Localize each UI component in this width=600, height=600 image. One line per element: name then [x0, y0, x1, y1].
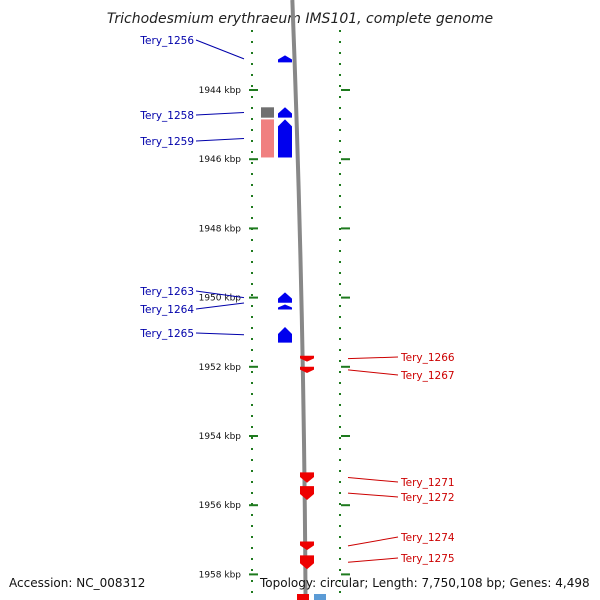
- gene-arrow-tery_1258[interactable]: [278, 107, 292, 118]
- gene-label-leader: [195, 137, 245, 142]
- gene-label-tery_1259[interactable]: Tery_1259: [139, 136, 194, 148]
- gene-label-tery_1274[interactable]: Tery_1274: [400, 532, 455, 544]
- topology-text: Topology: circular; Length: 7,750,108 bp…: [259, 576, 590, 590]
- gene-arrow-tery_1259[interactable]: [278, 119, 292, 158]
- gene-arrow-tery_1263[interactable]: [278, 292, 292, 303]
- gene-label-leader: [347, 492, 399, 498]
- tick-label: 1954 kbp: [199, 432, 242, 442]
- gene-label-leader: [195, 290, 245, 299]
- tick-label: 1956 kbp: [199, 501, 242, 511]
- gene-label-leader: [195, 111, 245, 116]
- gene-arrow-tery_1275[interactable]: [300, 555, 314, 570]
- gene-label-tery_1267[interactable]: Tery_1267: [400, 370, 455, 382]
- gene-label-leader: [347, 557, 399, 563]
- gene-label-tery_1265[interactable]: Tery_1265: [139, 328, 194, 340]
- features: [261, 55, 326, 600]
- partial-blue-feature: [314, 594, 326, 600]
- partial-red-feature: [297, 594, 309, 600]
- tick-label: 1946 kbp: [199, 155, 242, 165]
- gene-label-tery_1258[interactable]: Tery_1258: [139, 110, 194, 122]
- gene-arrow-tery_1264[interactable]: [278, 304, 292, 310]
- tick-label: 1944 kbp: [199, 86, 242, 96]
- gene-label-tery_1256[interactable]: Tery_1256: [139, 35, 194, 47]
- gene-label-tery_1271[interactable]: Tery_1271: [400, 477, 455, 489]
- genome-backbone: [290, 0, 308, 600]
- gene-label-leader: [347, 477, 399, 483]
- map-title: Trichodesmium erythraeum IMS101, complet…: [107, 11, 493, 27]
- gene-label-leader: [195, 302, 245, 310]
- genome-backbone-line: [290, 0, 308, 600]
- gene-label-tery_1264[interactable]: Tery_1264: [139, 304, 194, 316]
- gene-arrow-tery_1266[interactable]: [300, 355, 314, 362]
- gene-arrow-tery_1256[interactable]: [278, 55, 292, 63]
- axis-ticks: 1944 kbp 1946 kbp 1948 kbp 1950 kbp 1952 kbp…: [199, 30, 350, 600]
- grey-feature-block: [261, 107, 274, 118]
- gene-label-leader: [347, 356, 399, 360]
- gene-labels[interactable]: Tery_1256 Tery_1258 Tery_1259 Tery_1263 Tery…: [139, 35, 455, 565]
- gene-label-tery_1275[interactable]: Tery_1275: [400, 553, 455, 565]
- gene-arrow-tery_1267[interactable]: [300, 366, 314, 374]
- tick-label: 1948 kbp: [199, 224, 242, 234]
- gene-label-leader: [195, 39, 245, 60]
- gene-label-tery_1263[interactable]: Tery_1263: [139, 286, 194, 298]
- gene-arrow-tery_1271[interactable]: [300, 472, 314, 483]
- pink-feature-block: [261, 119, 274, 158]
- gene-arrow-tery_1274[interactable]: [300, 541, 314, 551]
- gene-label-tery_1272[interactable]: Tery_1272: [400, 492, 455, 504]
- gene-label-leader: [347, 369, 399, 376]
- gene-label-tery_1266[interactable]: Tery_1266: [400, 352, 455, 364]
- gene-label-leader: [195, 332, 245, 336]
- gene-arrow-tery_1265[interactable]: [278, 327, 292, 343]
- accession-text: Accession: NC_008312: [9, 576, 145, 590]
- tick-label: 1950 kbp: [199, 294, 242, 304]
- tick-label: 1952 kbp: [199, 363, 242, 373]
- tick-label: 1958 kbp: [199, 570, 242, 580]
- gene-arrow-tery_1272[interactable]: [300, 486, 314, 501]
- gene-label-leader: [347, 536, 399, 547]
